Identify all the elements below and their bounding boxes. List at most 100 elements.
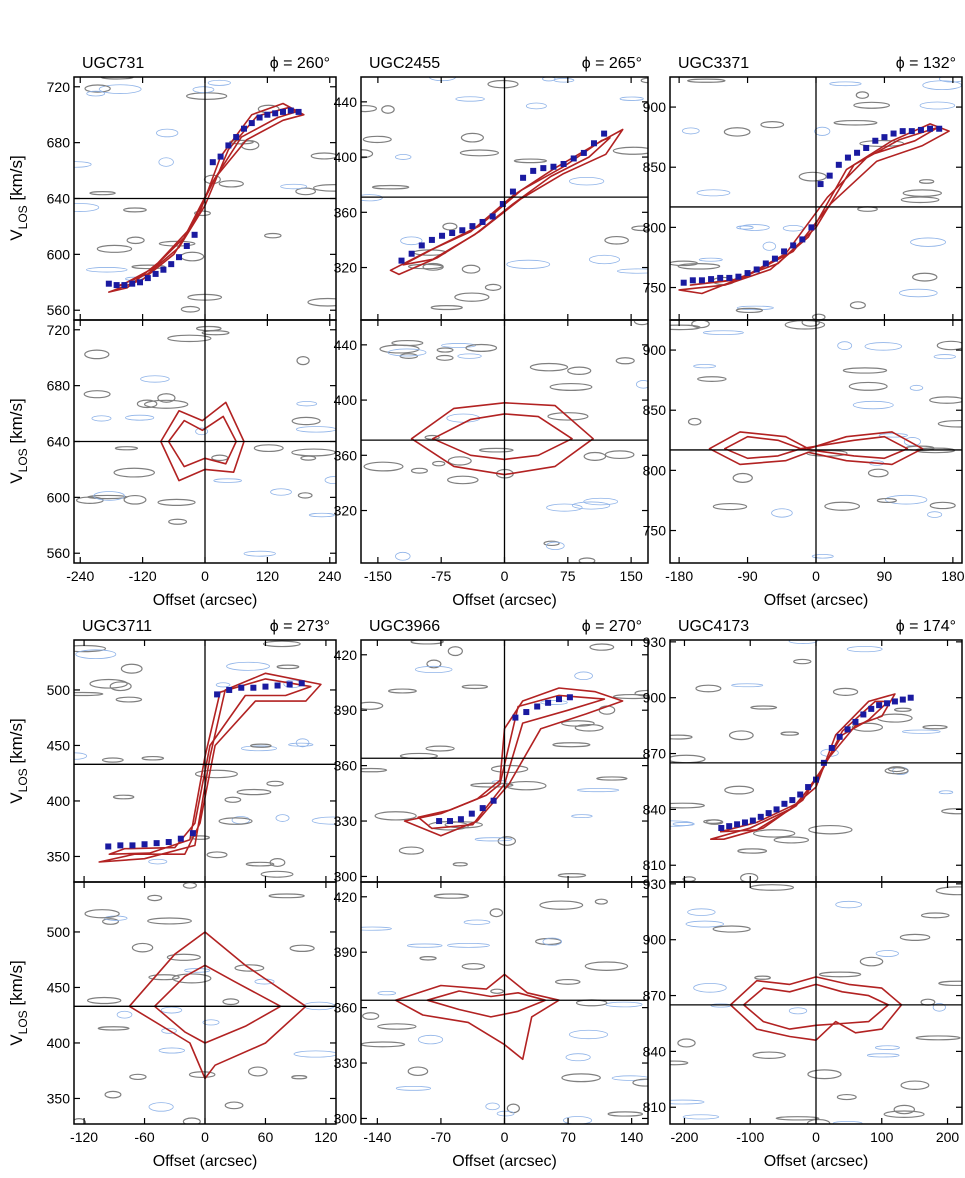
y-tick-label: 850 [643,402,667,418]
negative-noise-contour [771,508,793,518]
minor-axis-model-contour [723,435,909,460]
negative-noise-contour [192,86,215,94]
noise-contour [818,971,862,978]
position-angle: ϕ = 270° [582,618,642,635]
noise-contour [752,1051,786,1059]
rotation-curve-point [545,699,552,706]
noise-contour [141,755,165,761]
noise-contour [436,347,454,353]
noise-contour [855,91,870,99]
panel-plot-area [670,640,962,882]
negative-noise-contour [814,126,831,136]
panel-plot-area [74,640,336,878]
noise-contour [478,447,514,453]
noise-contour [147,917,192,925]
position-angle: ϕ = 265° [582,55,642,72]
noise-contour [96,244,133,253]
galaxy-panel-ugc3966: UGC3966 ϕ = 270° 300 330 360 390 420 300 330 360 3… [334,618,649,1170]
noise-contour [131,942,154,953]
noise-contour [775,1116,820,1121]
noise-contour [801,320,821,327]
rotation-curve-point [264,111,271,118]
rotation-curve-point [735,273,742,280]
noise-contour [596,776,628,781]
rotation-curve-point [907,694,914,701]
position-angle: ϕ = 260° [270,55,330,72]
noise-contour [691,320,710,329]
negative-noise-contour [553,78,575,83]
negative-noise-contour [418,1034,444,1045]
negative-noise-contour [308,512,335,518]
y-tick-label: 360 [334,447,358,463]
y-tick-label: 720 [47,79,71,95]
rotation-curve-point [781,800,788,807]
y-axis-label-sub: LOS [16,205,30,229]
rotation-curve-point [298,680,305,687]
y-tick-label: 900 [643,99,667,115]
negative-noise-contour [938,790,954,795]
noise-contour [487,79,519,89]
negative-noise-contour [635,380,648,389]
minor-axis-model-contour [128,931,307,1080]
galaxy-name: UGC3966 [369,618,440,635]
rotation-curve-point [160,266,167,273]
rotation-curve-point [209,159,216,166]
noise-contour [362,1012,380,1020]
noise-contour [120,663,143,674]
negative-noise-contour [275,814,290,822]
noise-contour [798,171,827,182]
rotation-curve-point [459,227,466,234]
rotation-curve-point [854,149,861,156]
x-tick-label: 0 [201,568,209,584]
rotation-curve-point [753,266,760,273]
noise-contour [697,376,727,382]
negative-noise-contour [311,816,336,825]
x-tick-label: 0 [812,568,820,584]
y-tick-label: 500 [47,924,71,940]
noise-contour [851,722,884,732]
rotation-curve-point [279,108,286,115]
y-axis-label-sub: LOS [16,448,30,472]
negative-noise-contour [933,354,956,360]
minor-axis-model-contour [410,401,594,476]
noise-contour [276,664,300,670]
negative-noise-contour [616,268,648,274]
rotation-curve-point [936,125,943,132]
major-axis-model-contour [403,687,624,837]
rotation-curve-point [248,120,255,127]
noise-contour [361,701,384,710]
x-tick-label: 140 [620,1129,644,1145]
negative-noise-contour [158,1047,185,1054]
noise-contour [740,872,759,882]
y-tick-label: 840 [643,801,667,817]
noise-contour [84,84,111,93]
negative-noise-contour [361,926,392,931]
rotation-curve-point [189,830,196,837]
x-axis-label: Offset (arcsec) [153,592,258,609]
noise-contour [109,681,132,692]
negative-noise-contour [542,937,562,946]
noise-contour [224,796,242,803]
noise-contour [793,658,812,665]
galaxy-panel-ugc3371: UGC3371 ϕ = 132°750800850900750800850900-… [643,55,965,609]
panel-plot-area [361,893,648,1124]
y-tick-label: 400 [334,392,358,408]
noise-contour [447,475,479,485]
noise-contour [310,152,336,160]
negative-noise-contour [574,671,593,681]
noise-contour [87,494,128,500]
galaxy-name: UGC2455 [369,55,440,72]
negative-noise-contour [687,908,716,916]
noise-contour [426,659,442,669]
y-tick-label: 900 [643,342,667,358]
negative-noise-contour [878,433,908,438]
negative-noise-contour [243,550,276,557]
noise-contour [379,344,420,354]
negative-noise-contour [885,494,928,505]
x-tick-label: 120 [256,568,280,584]
rotation-curve-point [789,797,796,804]
y-tick-label: 560 [47,545,71,561]
negative-noise-contour [496,1110,515,1117]
noise-contour [670,734,693,740]
noise-contour [687,78,726,83]
